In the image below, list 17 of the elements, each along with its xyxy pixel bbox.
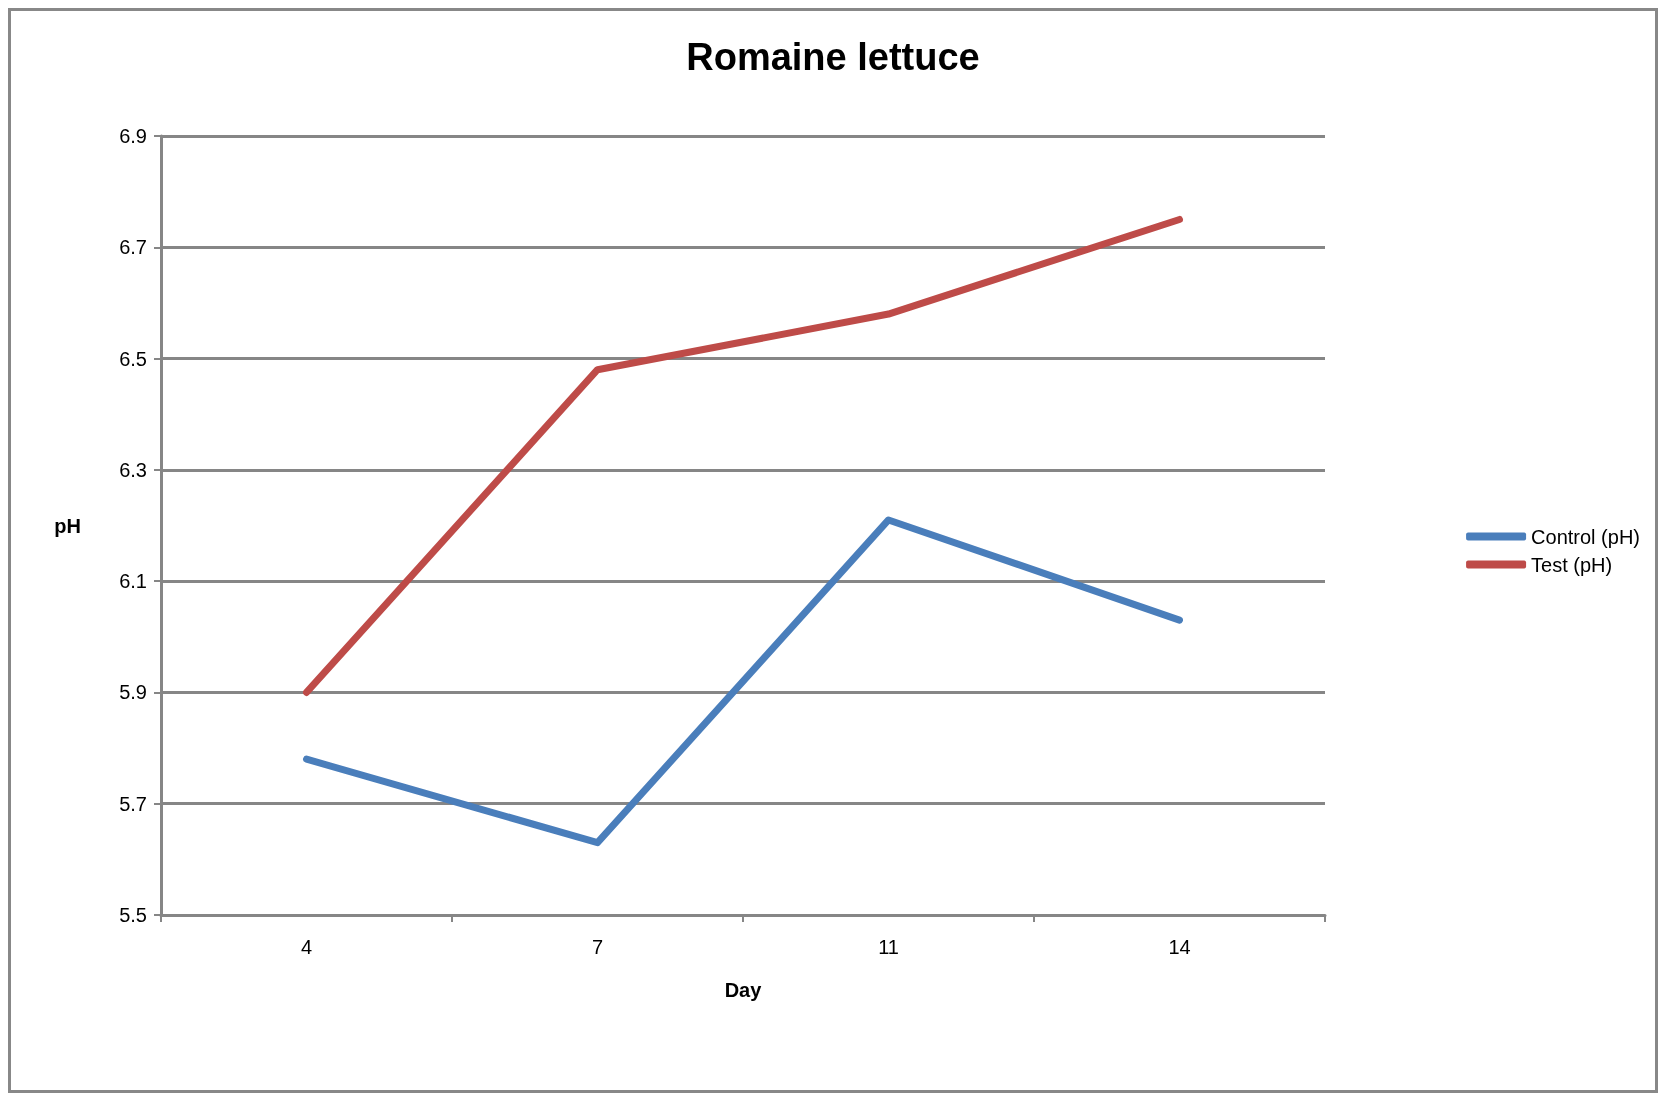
y-axis-title: pH xyxy=(54,514,81,537)
x-tick-label: 4 xyxy=(300,936,313,958)
y-tick-label: 5.7 xyxy=(119,792,147,815)
chart-title: Romaine lettuce xyxy=(686,36,980,78)
y-tick-label: 6.9 xyxy=(119,125,147,147)
x-tick-label: 7 xyxy=(591,936,604,958)
legend-label: Control (pH) xyxy=(1531,525,1641,548)
y-tick-label: 6.5 xyxy=(119,347,147,370)
x-axis-title: Day xyxy=(724,979,763,1001)
y-tick-label: 5.5 xyxy=(119,904,147,926)
y-tick-label: 6.3 xyxy=(119,458,147,481)
x-tick-label: 11 xyxy=(878,936,899,958)
legend-label: Test (pH) xyxy=(1531,553,1613,576)
y-tick-label: 6.1 xyxy=(119,570,147,593)
y-tick-label: 5.9 xyxy=(119,681,147,704)
x-tick-label: 14 xyxy=(1168,936,1191,958)
y-tick-label: 6.7 xyxy=(119,236,147,259)
